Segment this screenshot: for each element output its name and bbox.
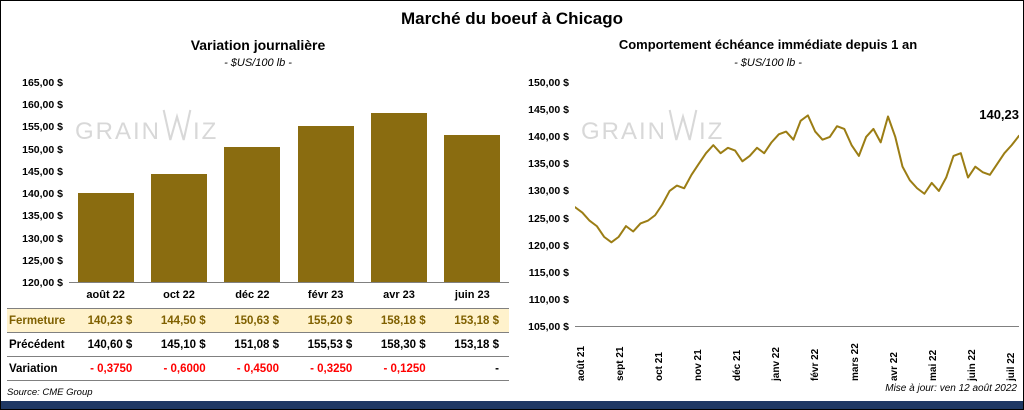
y-tick-label: 145,00 $ [528, 104, 569, 117]
y-tick-label: 130,00 $ [528, 185, 569, 198]
line-chart-y-axis: 150,00 $ 145,00 $ 140,00 $ 135,00 $ 130,00 $… [517, 77, 575, 333]
y-tick-label: 165,00 $ [22, 77, 63, 89]
x-month-label: juin 22 [966, 349, 978, 381]
bar [224, 146, 281, 282]
row-label: Fermeture [9, 314, 66, 327]
table-cell: - 0,3750 [90, 362, 133, 375]
table-row-fermeture: Fermeture 140,23 $ 144,50 $ 150,63 $ 155,20 … [7, 309, 509, 333]
bar [444, 135, 501, 282]
bar-chart: 165,00 $ 160,00 $ 155,00 $ 150,00 $ 145,00 $… [7, 77, 509, 289]
line-chart-x-axis: août 21 sept 21 oct 21 nov 21 déc 21 janv 22 f… [575, 327, 1019, 381]
line-chart-plot: GRAIN IZ 140,23 [575, 83, 1019, 327]
bar [150, 173, 207, 282]
bar [370, 113, 427, 282]
line-chart-title: Comportement échéance immédiate depuis 1… [618, 37, 918, 52]
y-tick-label: 130,00 $ [22, 232, 63, 245]
y-tick-label: 120,00 $ [22, 277, 63, 289]
y-tick-label: 120,00 $ [528, 239, 569, 252]
updated-note: Mise à jour: ven 12 août 2022 [885, 383, 1017, 394]
x-month-label: juil 22 [1005, 352, 1017, 381]
x-month-label: nov 21 [693, 349, 705, 381]
y-tick-label: 105,00 $ [528, 321, 569, 333]
table-row-variation: Variation - 0,3750 - 0,6000 - 0,4500 - 0,325… [7, 357, 509, 381]
y-tick-label: 115,00 $ [528, 266, 569, 279]
table-cell: 155,53 $ [307, 338, 353, 351]
x-month-label: août 21 [576, 345, 587, 381]
bar [297, 126, 354, 282]
y-tick-label: 150,00 $ [528, 77, 569, 89]
row-label: Précédent [9, 338, 65, 351]
x-month-label: avr 22 [888, 352, 900, 381]
table-cell: 158,30 $ [380, 338, 426, 351]
y-tick-label: 155,00 $ [22, 121, 63, 134]
table-cell: 153,18 $ [454, 338, 499, 351]
table-cell: 150,63 $ [234, 314, 279, 327]
table-cell: 158,18 $ [380, 314, 426, 327]
y-tick-label: 140,00 $ [22, 188, 63, 201]
y-tick-label: 125,00 $ [22, 254, 63, 267]
x-month-label: janv 22 [771, 347, 783, 381]
table-cell: - 0,6000 [163, 362, 206, 375]
y-tick-label: 150,00 $ [22, 143, 63, 156]
table-cell: 151,08 $ [234, 338, 279, 351]
x-category-label: févr 23 [307, 289, 344, 301]
bar [77, 192, 134, 282]
x-month-label: oct 21 [654, 352, 666, 381]
price-line [575, 114, 1019, 244]
line-chart: 150,00 $ 145,00 $ 140,00 $ 135,00 $ 130,00 $… [517, 77, 1019, 333]
table-cell: - [495, 362, 499, 375]
bar-chart-plot: GRAIN IZ [69, 83, 509, 283]
table-cell: 155,20 $ [307, 314, 353, 327]
bar-chart-subtitle: - $US/100 lb - [224, 57, 292, 69]
values-table: Fermeture 140,23 $ 144,50 $ 150,63 $ 155,20 … [7, 308, 509, 381]
bar-chart-title: Variation journalière [190, 37, 326, 53]
table-row-precedent: Précédent 140,60 $ 145,10 $ 151,08 $ 155,53 … [7, 333, 509, 357]
x-month-label: mars 22 [849, 343, 861, 381]
x-category-label: déc 22 [235, 289, 270, 301]
x-category-label: oct 22 [163, 289, 195, 301]
y-tick-label: 125,00 $ [528, 212, 569, 225]
x-category-label: août 22 [86, 289, 125, 301]
footer-bar [1, 401, 1023, 409]
table-cell: - 0,4500 [236, 362, 279, 375]
daily-variation-panel: Variation journalière - $US/100 lb - 165… [7, 37, 509, 398]
yearly-trend-panel: Comportement échéance immédiate depuis 1… [517, 37, 1019, 394]
x-month-label: mai 22 [927, 349, 939, 381]
y-tick-label: 145,00 $ [22, 165, 63, 178]
source-note: Source: CME Group [7, 387, 93, 398]
y-tick-label: 135,00 $ [22, 210, 63, 223]
table-cell: 140,60 $ [87, 338, 133, 351]
bar-chart-y-axis: 165,00 $ 160,00 $ 155,00 $ 150,00 $ 145,00 $… [7, 77, 69, 289]
x-category-label: avr 23 [383, 289, 415, 301]
y-tick-label: 160,00 $ [22, 99, 63, 112]
table-cell: - 0,3250 [310, 362, 353, 375]
y-tick-label: 140,00 $ [528, 131, 569, 144]
y-tick-label: 110,00 $ [528, 293, 569, 306]
y-tick-label: 135,00 $ [528, 158, 569, 171]
table-cell: 145,10 $ [160, 338, 206, 351]
bar-chart-x-axis: août 22 oct 22 déc 22 févr 23 avr 23 juin 23 [69, 283, 509, 307]
line-chart-subtitle: - $US/100 lb - [734, 57, 802, 69]
x-month-label: déc 21 [732, 349, 744, 381]
table-cell: 140,23 $ [87, 314, 133, 327]
table-cell: 153,18 $ [454, 314, 499, 327]
x-month-label: févr 22 [810, 348, 822, 381]
table-cell: 144,50 $ [160, 314, 206, 327]
row-label: Variation [9, 362, 58, 375]
bar-series [69, 83, 509, 282]
x-category-label: juin 23 [454, 289, 490, 301]
table-cell: - 0,1250 [383, 362, 426, 375]
x-month-label: sept 21 [615, 346, 627, 381]
last-price-label: 140,23 [979, 107, 1019, 122]
page-title: Marché du boeuf à Chicago [401, 9, 623, 28]
